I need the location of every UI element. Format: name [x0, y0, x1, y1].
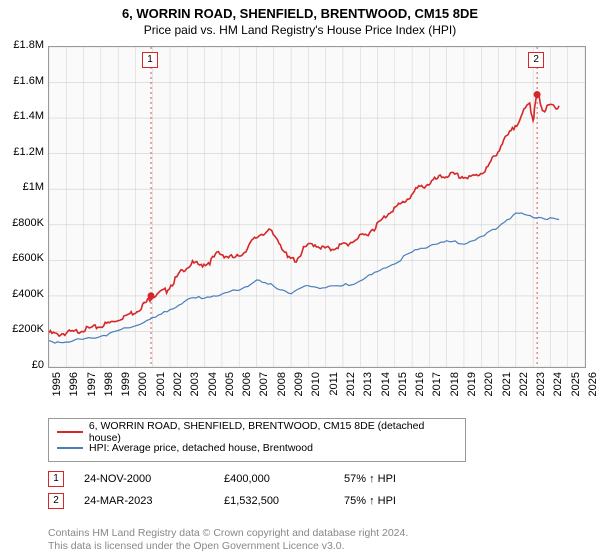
sale-record-hpi: 57% ↑ HPI [344, 473, 396, 485]
legend-box: 6, WORRIN ROAD, SHENFIELD, BRENTWOOD, CM… [48, 418, 466, 462]
attribution-line2: This data is licensed under the Open Gov… [48, 540, 408, 554]
x-tick-label: 1998 [103, 372, 115, 412]
x-tick-label: 2015 [397, 372, 409, 412]
y-tick-label: £0 [4, 359, 44, 371]
x-tick-label: 2002 [172, 372, 184, 412]
plot-area [48, 46, 586, 368]
legend-swatch [57, 447, 83, 449]
y-tick-label: £1.4M [4, 110, 44, 122]
plot-svg [49, 47, 585, 367]
x-tick-label: 2025 [570, 372, 582, 412]
x-tick-label: 2004 [207, 372, 219, 412]
x-tick-label: 2001 [155, 372, 167, 412]
x-tick-label: 2012 [345, 372, 357, 412]
x-tick-label: 2011 [328, 372, 340, 412]
x-tick-label: 2006 [241, 372, 253, 412]
y-tick-label: £1.2M [4, 146, 44, 158]
legend-item: 6, WORRIN ROAD, SHENFIELD, BRENTWOOD, CM… [57, 424, 457, 440]
x-tick-label: 2017 [431, 372, 443, 412]
x-tick-label: 1997 [86, 372, 98, 412]
sale-record-date: 24-MAR-2023 [84, 495, 204, 507]
x-tick-label: 2005 [224, 372, 236, 412]
x-tick-label: 2007 [258, 372, 270, 412]
sale-record-price: £400,000 [224, 473, 324, 485]
attribution: Contains HM Land Registry data © Crown c… [48, 527, 408, 554]
x-tick-label: 1999 [120, 372, 132, 412]
x-tick-label: 2024 [552, 372, 564, 412]
x-tick-label: 2019 [466, 372, 478, 412]
sale-record-row: 1 24-NOV-2000 £400,000 57% ↑ HPI [48, 468, 396, 490]
sale-record-date: 24-NOV-2000 [84, 473, 204, 485]
sale-data-rows: 1 24-NOV-2000 £400,000 57% ↑ HPI 2 24-MAR-202… [48, 468, 396, 512]
y-tick-label: £1.6M [4, 75, 44, 87]
x-tick-label: 2018 [449, 372, 461, 412]
sale-record-row: 2 24-MAR-2023 £1,532,500 75% ↑ HPI [48, 490, 396, 512]
sale-record-hpi: 75% ↑ HPI [344, 495, 396, 507]
sale-record-price: £1,532,500 [224, 495, 324, 507]
x-tick-label: 2008 [276, 372, 288, 412]
x-tick-label: 2021 [501, 372, 513, 412]
legend-label: 6, WORRIN ROAD, SHENFIELD, BRENTWOOD, CM… [89, 420, 457, 444]
figure-container: 6, WORRIN ROAD, SHENFIELD, BRENTWOOD, CM… [0, 0, 600, 560]
x-tick-label: 2023 [535, 372, 547, 412]
attribution-line1: Contains HM Land Registry data © Crown c… [48, 527, 408, 541]
chart-title: 6, WORRIN ROAD, SHENFIELD, BRENTWOOD, CM… [0, 0, 600, 21]
x-tick-label: 1996 [68, 372, 80, 412]
x-tick-label: 2022 [518, 372, 530, 412]
x-tick-label: 2026 [587, 372, 599, 412]
x-tick-label: 2014 [380, 372, 392, 412]
y-tick-label: £600K [4, 252, 44, 264]
y-tick-label: £200K [4, 323, 44, 335]
sale-marker-badge: 2 [528, 52, 544, 68]
sale-record-badge: 1 [48, 471, 64, 487]
y-tick-label: £1M [4, 181, 44, 193]
x-tick-label: 2013 [362, 372, 374, 412]
x-tick-label: 2010 [310, 372, 322, 412]
x-tick-label: 2000 [137, 372, 149, 412]
sale-record-badge: 2 [48, 493, 64, 509]
y-tick-label: £1.8M [4, 39, 44, 51]
chart-subtitle: Price paid vs. HM Land Registry's House … [0, 21, 600, 37]
x-tick-label: 2003 [189, 372, 201, 412]
sale-marker-badge: 1 [142, 52, 158, 68]
y-tick-label: £400K [4, 288, 44, 300]
x-tick-label: 1995 [51, 372, 63, 412]
x-tick-label: 2009 [293, 372, 305, 412]
y-tick-label: £800K [4, 217, 44, 229]
x-tick-label: 2016 [414, 372, 426, 412]
legend-swatch [57, 431, 83, 433]
x-tick-label: 2020 [483, 372, 495, 412]
legend-label: HPI: Average price, detached house, Bren… [89, 442, 313, 454]
